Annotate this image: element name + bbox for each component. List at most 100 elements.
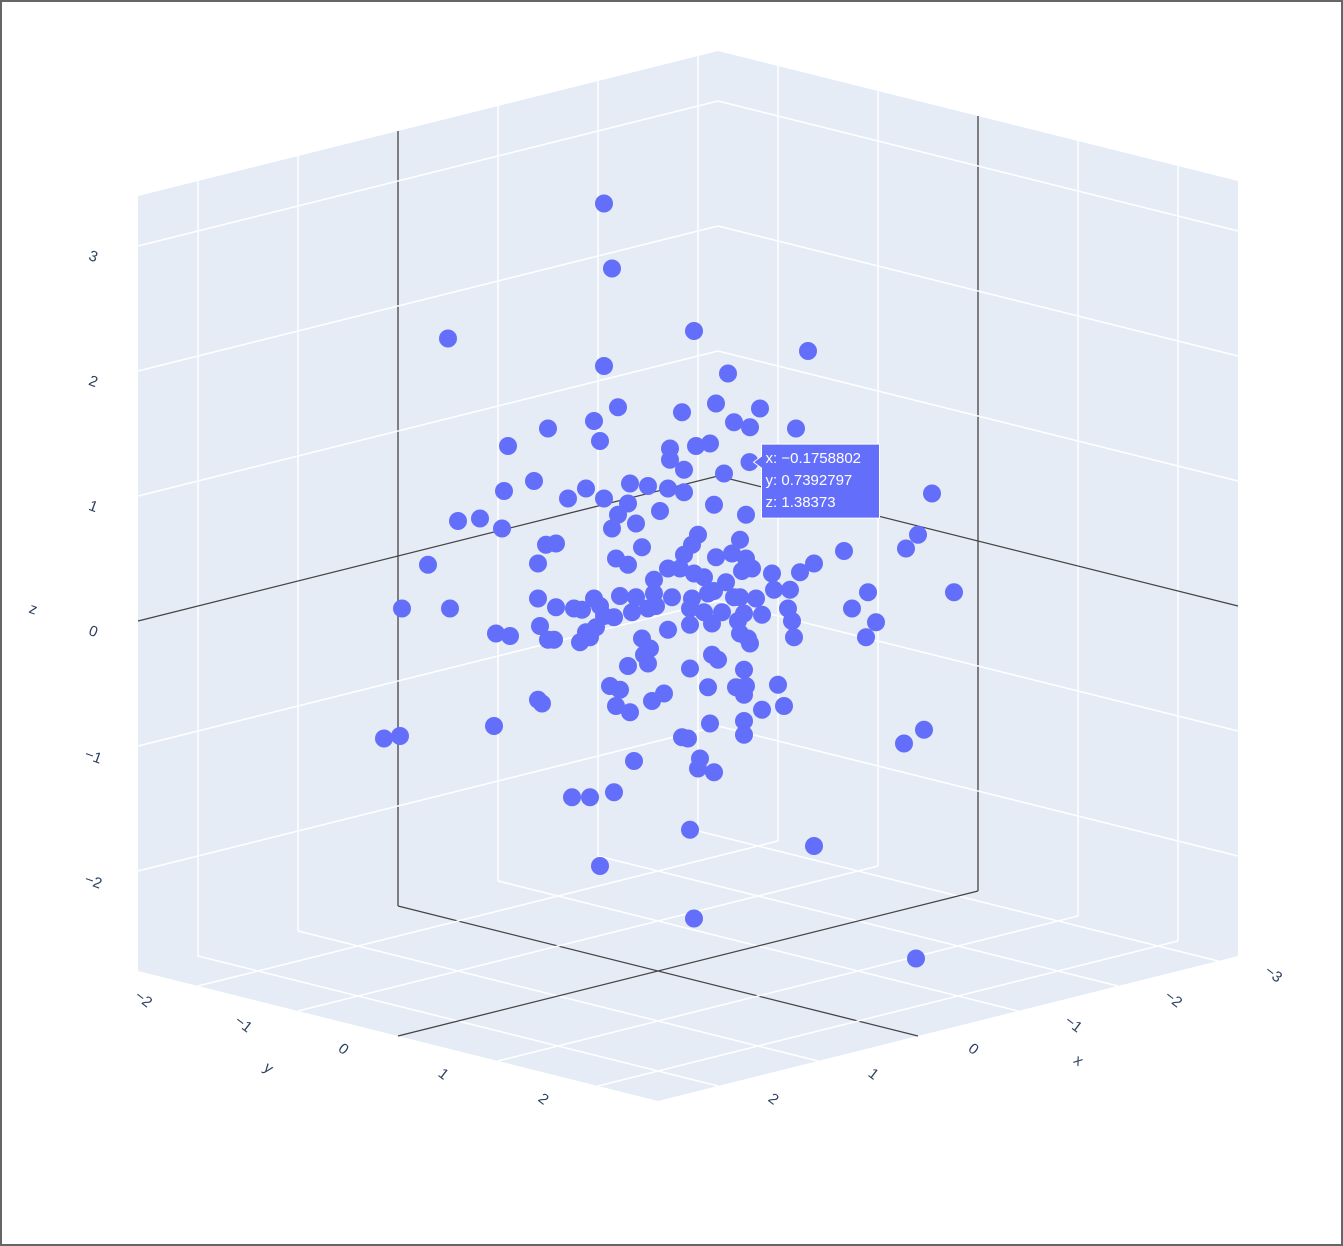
point[interactable] bbox=[867, 613, 885, 632]
point[interactable] bbox=[559, 489, 577, 508]
point[interactable] bbox=[715, 464, 733, 483]
point[interactable] bbox=[639, 654, 657, 673]
point[interactable] bbox=[740, 453, 759, 472]
point[interactable] bbox=[375, 729, 393, 748]
point[interactable] bbox=[769, 675, 787, 694]
point[interactable] bbox=[529, 589, 547, 608]
point[interactable] bbox=[897, 539, 915, 558]
point[interactable] bbox=[725, 413, 743, 432]
point[interactable] bbox=[701, 714, 719, 733]
point[interactable] bbox=[747, 589, 765, 608]
point[interactable] bbox=[639, 477, 657, 495]
point[interactable] bbox=[915, 720, 933, 739]
point[interactable] bbox=[659, 620, 677, 639]
point[interactable] bbox=[625, 752, 643, 770]
point[interactable] bbox=[735, 660, 753, 679]
point[interactable] bbox=[595, 357, 613, 375]
point[interactable] bbox=[681, 615, 699, 634]
point[interactable] bbox=[449, 512, 467, 530]
point[interactable] bbox=[643, 692, 661, 710]
point[interactable] bbox=[945, 583, 963, 602]
point[interactable] bbox=[547, 598, 565, 617]
point[interactable] bbox=[775, 697, 793, 715]
point[interactable] bbox=[627, 514, 645, 533]
point[interactable] bbox=[661, 450, 679, 469]
point[interactable] bbox=[679, 729, 697, 748]
point[interactable] bbox=[525, 472, 543, 490]
point[interactable] bbox=[765, 580, 783, 599]
point[interactable] bbox=[923, 484, 941, 503]
point[interactable] bbox=[681, 659, 699, 678]
point[interactable] bbox=[591, 432, 609, 450]
point[interactable] bbox=[909, 525, 927, 544]
point[interactable] bbox=[607, 549, 625, 568]
point[interactable] bbox=[859, 583, 877, 602]
point[interactable] bbox=[735, 685, 753, 704]
point[interactable] bbox=[687, 437, 705, 455]
point[interactable] bbox=[611, 587, 629, 605]
point[interactable] bbox=[627, 588, 645, 607]
point[interactable] bbox=[609, 398, 627, 417]
point[interactable] bbox=[393, 599, 411, 618]
point[interactable] bbox=[681, 599, 699, 618]
point[interactable] bbox=[595, 194, 613, 213]
point[interactable] bbox=[707, 548, 725, 567]
point[interactable] bbox=[805, 554, 823, 573]
point[interactable] bbox=[605, 783, 623, 802]
point[interactable] bbox=[719, 364, 737, 383]
point[interactable] bbox=[501, 627, 519, 645]
point[interactable] bbox=[585, 412, 603, 430]
points[interactable] bbox=[375, 194, 963, 968]
point[interactable] bbox=[737, 505, 755, 524]
point[interactable] bbox=[753, 700, 771, 719]
point[interactable] bbox=[843, 599, 861, 618]
point[interactable] bbox=[685, 909, 703, 928]
point[interactable] bbox=[545, 630, 563, 649]
point[interactable] bbox=[633, 538, 651, 557]
point[interactable] bbox=[709, 650, 727, 669]
point[interactable] bbox=[689, 759, 707, 778]
point[interactable] bbox=[493, 519, 511, 538]
point[interactable] bbox=[707, 394, 725, 413]
point[interactable] bbox=[607, 697, 625, 715]
point[interactable] bbox=[439, 329, 457, 348]
point[interactable] bbox=[611, 680, 629, 699]
point[interactable] bbox=[659, 479, 677, 498]
point[interactable] bbox=[705, 495, 723, 514]
point[interactable] bbox=[647, 597, 665, 615]
point[interactable] bbox=[907, 949, 925, 968]
point[interactable] bbox=[619, 657, 637, 675]
point[interactable] bbox=[741, 418, 759, 437]
point[interactable] bbox=[783, 612, 801, 630]
point[interactable] bbox=[595, 489, 613, 508]
point[interactable] bbox=[731, 588, 749, 607]
point[interactable] bbox=[685, 322, 703, 340]
point[interactable] bbox=[663, 588, 681, 607]
point[interactable] bbox=[495, 482, 513, 500]
point[interactable] bbox=[701, 434, 719, 453]
point[interactable] bbox=[751, 399, 769, 418]
point[interactable] bbox=[485, 717, 503, 735]
point[interactable] bbox=[603, 519, 621, 538]
point[interactable] bbox=[577, 479, 595, 498]
point[interactable] bbox=[531, 617, 549, 635]
point[interactable] bbox=[733, 562, 751, 580]
point[interactable] bbox=[581, 788, 599, 807]
point[interactable] bbox=[799, 342, 817, 360]
point[interactable] bbox=[391, 727, 409, 745]
point[interactable] bbox=[499, 437, 517, 455]
point[interactable] bbox=[787, 419, 805, 438]
point[interactable] bbox=[723, 544, 741, 563]
point[interactable] bbox=[571, 633, 589, 652]
point[interactable] bbox=[651, 502, 669, 520]
point[interactable] bbox=[529, 554, 547, 573]
point[interactable] bbox=[671, 559, 689, 578]
point[interactable] bbox=[785, 628, 803, 647]
point[interactable] bbox=[419, 555, 437, 574]
point[interactable] bbox=[547, 534, 565, 553]
point[interactable] bbox=[645, 570, 663, 589]
point[interactable] bbox=[609, 505, 627, 524]
point[interactable] bbox=[705, 763, 723, 782]
point[interactable] bbox=[681, 820, 699, 839]
point[interactable] bbox=[699, 584, 717, 603]
